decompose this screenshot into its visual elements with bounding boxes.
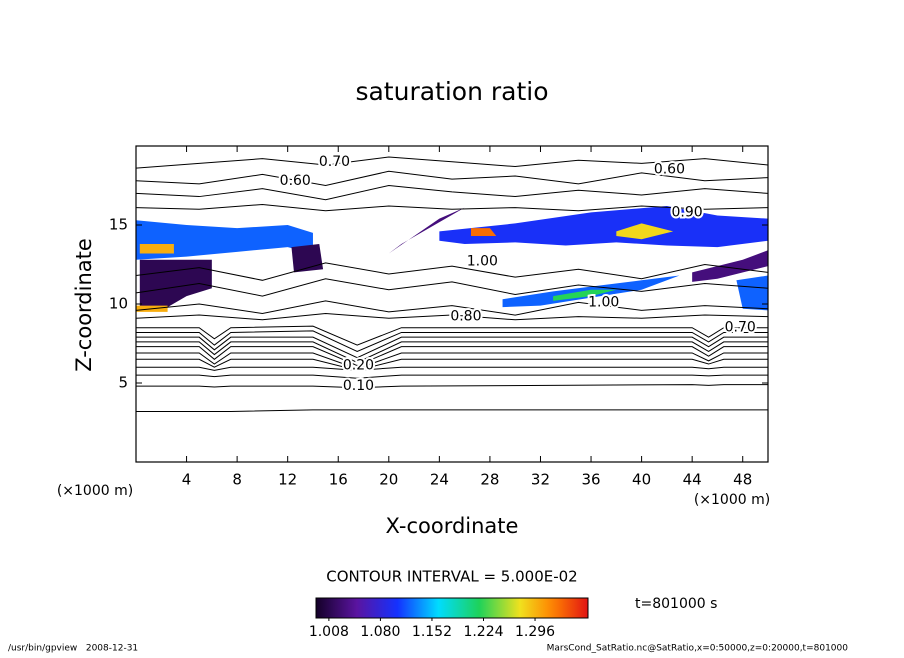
x-tick-label: 4 (182, 471, 192, 489)
contour-label: 0.60 (280, 173, 311, 189)
time-label: t=801000 s (635, 596, 717, 612)
contour-label: 1.00 (467, 253, 498, 269)
x-tick-label: 40 (632, 471, 651, 489)
contour-line (136, 300, 768, 316)
contour-label: 0.90 (672, 204, 703, 220)
contour-label: 0.20 (343, 358, 374, 374)
x-tick-label: 36 (581, 471, 600, 489)
x-unit: (×1000 m) (694, 492, 770, 508)
x-tick-label: 44 (683, 471, 702, 489)
filled-region (616, 223, 674, 240)
contour-line (136, 346, 768, 367)
filled-region (139, 243, 174, 254)
contour-line (136, 203, 768, 212)
x-tick-label: 16 (329, 471, 348, 489)
contour-label: 0.70 (725, 320, 756, 336)
contour-line (136, 409, 768, 412)
contour-line (136, 312, 768, 321)
filled-region (553, 289, 617, 301)
colorbar-tick-label: 1.080 (360, 624, 400, 640)
filled-region (139, 259, 212, 308)
contour-line (136, 325, 768, 346)
contour-label: 0.80 (450, 309, 481, 325)
contour-line (136, 341, 768, 364)
plot-frame (135, 145, 769, 463)
filled-region (692, 250, 768, 282)
footer-right: MarsCond_SatRatio.nc@SatRatio,x=0:50000,… (547, 644, 849, 654)
colorbar-tick-label: 1.296 (515, 624, 555, 640)
y-tick-label: 10 (109, 295, 128, 313)
contour-label: 1.00 (588, 294, 619, 310)
contour-line (136, 156, 768, 169)
filled-region (439, 206, 768, 248)
contour-line (136, 184, 768, 201)
colorbar (315, 597, 589, 619)
filled-region (470, 228, 497, 237)
y-tick-label: 5 (118, 374, 128, 392)
chart-title: saturation ratio (355, 77, 548, 106)
y-unit: (×1000 m) (57, 483, 133, 499)
contour-line (136, 352, 768, 370)
contour-line (136, 262, 768, 281)
x-tick-label: 24 (430, 471, 449, 489)
colorbar-tick-label: 1.152 (412, 624, 452, 640)
contour-line (136, 330, 768, 352)
contour-line (136, 384, 768, 389)
contour-line (136, 374, 768, 379)
x-tick-label: 12 (278, 471, 297, 489)
filled-region (136, 220, 313, 260)
contour-line (136, 336, 768, 359)
footer-left: /usr/bin/gpview 2008-12-31 (8, 644, 138, 654)
y-tick-label: 15 (109, 216, 128, 234)
plot-area: 0.10 0.20 0.70 0.60 0.60 0.80 1.00 0.90 1.00 0.70 (136, 152, 768, 412)
y-axis-label: Z-coordinate (72, 238, 96, 372)
contour-label: 0.10 (343, 378, 374, 394)
contour-interval: CONTOUR INTERVAL = 5.000E-02 (326, 568, 577, 586)
x-tick-label: 8 (232, 471, 242, 489)
x-tick-label: 32 (531, 471, 550, 489)
contour-line (136, 278, 768, 297)
contour-label: 0.60 (654, 162, 685, 178)
colorbar-tick-label: 1.224 (463, 624, 503, 640)
x-tick-label: 48 (733, 471, 752, 489)
filled-region (736, 275, 768, 311)
contour-line (136, 366, 768, 371)
x-tick-label: 20 (379, 471, 398, 489)
x-tick-label: 28 (480, 471, 499, 489)
contour-label: 0.70 (319, 154, 350, 170)
colorbar-tick-label: 1.008 (309, 624, 349, 640)
contour-line (136, 358, 768, 371)
contour-line (136, 170, 768, 187)
x-axis-label: X-coordinate (386, 514, 519, 538)
